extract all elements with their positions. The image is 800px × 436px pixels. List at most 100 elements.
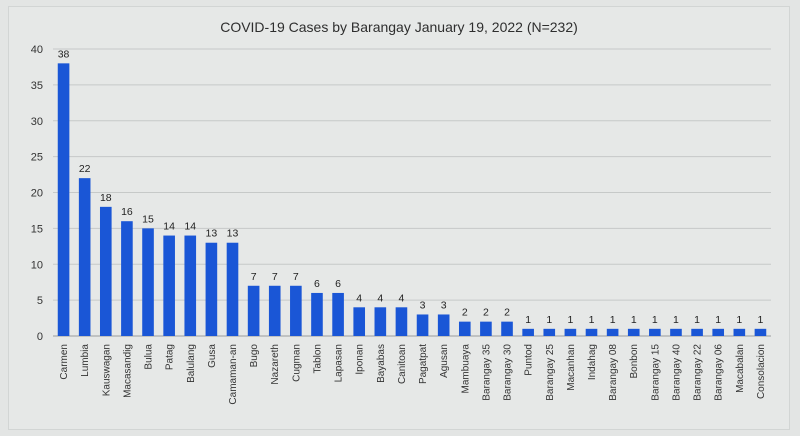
bar <box>670 328 682 336</box>
x-tick-label: Bayabas <box>376 344 387 383</box>
data-label: 2 <box>483 307 489 319</box>
bar <box>205 242 218 336</box>
y-tick-label: 5 <box>37 295 43 307</box>
data-label: 22 <box>79 163 91 175</box>
bar <box>57 63 70 336</box>
data-label: 2 <box>504 307 510 319</box>
bar <box>627 328 640 336</box>
bar <box>311 292 323 336</box>
x-tick-label: Barangay 30 <box>503 344 514 401</box>
bar <box>458 321 471 336</box>
data-label: 1 <box>631 314 637 326</box>
bar <box>353 307 366 336</box>
bar <box>480 321 492 336</box>
data-label: 13 <box>206 228 218 240</box>
data-label: 1 <box>673 314 679 326</box>
data-label: 1 <box>567 314 573 326</box>
x-tick-label: Agusan <box>439 344 450 378</box>
bar <box>606 328 619 336</box>
bar <box>733 328 746 336</box>
x-tick-label: Nazareth <box>270 344 281 385</box>
data-label: 1 <box>736 314 742 326</box>
x-tick-label: Indahag <box>587 344 598 380</box>
data-label: 1 <box>525 314 531 326</box>
data-label: 1 <box>652 314 658 326</box>
x-tick-label: Gusa <box>207 344 218 368</box>
x-tick-label: Mambuaya <box>460 344 471 394</box>
data-label: 38 <box>58 48 70 60</box>
data-label: 14 <box>184 221 196 233</box>
bar <box>184 235 197 336</box>
bar <box>78 178 91 336</box>
data-label: 4 <box>377 292 383 304</box>
x-tick-label: Kauswagan <box>101 344 112 396</box>
data-label: 7 <box>293 271 299 283</box>
x-tick-label: Macanhan <box>566 344 577 391</box>
y-tick-label: 40 <box>31 44 43 56</box>
x-tick-label: Barangay 35 <box>481 344 492 401</box>
x-tick-label: Carmen <box>59 344 70 380</box>
x-tick-label: Lapasan <box>334 344 345 382</box>
x-tick-label: Barangay 25 <box>545 344 556 401</box>
x-tick-label: Barangay 06 <box>714 344 725 401</box>
x-tick-label: Consolacion <box>756 344 767 399</box>
data-label: 16 <box>121 206 133 218</box>
bar <box>290 285 302 336</box>
bar <box>712 328 725 336</box>
bars <box>57 63 767 336</box>
x-tick-label: Canitoan <box>397 344 408 384</box>
x-tick-label: Macasandig <box>122 344 133 398</box>
y-tick-label: 20 <box>31 188 43 200</box>
bar <box>564 328 577 336</box>
data-label: 15 <box>142 213 154 225</box>
bar <box>437 314 450 336</box>
x-axis: Carmen Lumbia Kauswagan Macasandig Bulua Pata… <box>59 344 767 405</box>
data-label: 1 <box>589 314 595 326</box>
bar <box>332 292 344 336</box>
bar <box>121 221 133 336</box>
data-label: 1 <box>610 314 616 326</box>
bar <box>247 285 260 336</box>
data-label: 1 <box>694 314 700 326</box>
y-axis: 0 5 10 15 20 25 30 35 40 <box>31 44 43 343</box>
bar <box>99 206 112 336</box>
bar <box>142 228 154 336</box>
data-label: 4 <box>356 292 362 304</box>
data-label: 13 <box>227 228 239 240</box>
x-tick-label: Barangay 15 <box>650 344 661 401</box>
data-label: 2 <box>462 307 468 319</box>
bar <box>163 235 175 336</box>
x-tick-label: Pagatpat <box>418 344 429 384</box>
x-tick-label: Barangay 22 <box>693 344 704 401</box>
bar <box>395 307 408 336</box>
y-tick-label: 15 <box>31 223 43 235</box>
data-label: 1 <box>715 314 721 326</box>
x-tick-label: Iponan <box>355 344 366 375</box>
bar <box>522 328 534 336</box>
y-tick-label: 25 <box>31 152 43 164</box>
x-tick-label: Tablon <box>312 344 323 373</box>
data-label: 6 <box>335 278 341 290</box>
bar <box>416 314 429 336</box>
bar <box>754 328 767 336</box>
data-label: 3 <box>441 299 447 311</box>
x-tick-label: Puntod <box>524 344 535 376</box>
chart-frame: COVID-19 Cases by Barangay January 19, 2… <box>8 6 790 430</box>
bar <box>691 328 703 336</box>
y-tick-label: 35 <box>31 80 43 92</box>
x-tick-label: Bugo <box>249 344 260 368</box>
chart-title: COVID-19 Cases by Barangay January 19, 2… <box>220 19 578 35</box>
data-label: 7 <box>251 271 257 283</box>
x-tick-label: Camaman-an <box>228 344 239 405</box>
x-tick-label: Patag <box>165 344 176 370</box>
x-tick-label: Barangay 40 <box>671 344 682 401</box>
x-tick-label: Bulua <box>144 344 155 370</box>
data-label: 1 <box>758 314 764 326</box>
data-label: 6 <box>314 278 320 290</box>
data-label: 4 <box>399 292 405 304</box>
x-tick-label: Balulang <box>186 344 197 383</box>
gridlines <box>53 48 771 337</box>
x-tick-label: Macabalan <box>735 344 746 393</box>
y-tick-label: 10 <box>31 259 43 271</box>
x-tick-label: Barangay 08 <box>608 344 619 401</box>
